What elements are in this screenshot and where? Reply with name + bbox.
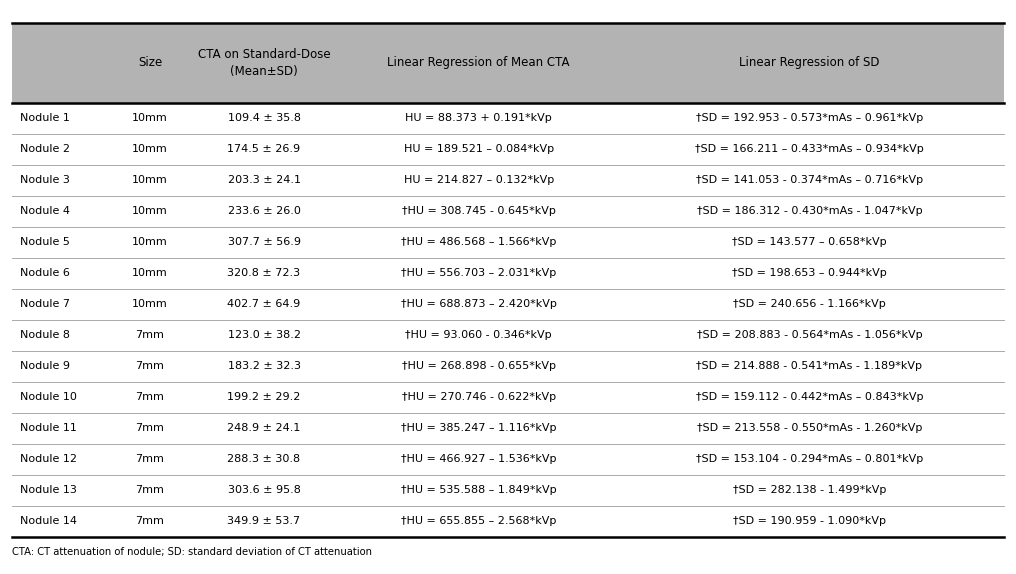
Text: Nodule 6: Nodule 6 [20,268,70,278]
Text: 10mm: 10mm [132,113,168,123]
Text: †SD = 282.138 - 1.499*kVp: †SD = 282.138 - 1.499*kVp [733,485,886,495]
Text: 307.7 ± 56.9: 307.7 ± 56.9 [228,237,301,247]
Text: †HU = 655.855 – 2.568*kVp: †HU = 655.855 – 2.568*kVp [401,516,557,526]
Text: †HU = 385.247 – 1.116*kVp: †HU = 385.247 – 1.116*kVp [401,423,557,433]
Text: 203.3 ± 24.1: 203.3 ± 24.1 [228,175,301,185]
Text: †SD = 143.577 – 0.658*kVp: †SD = 143.577 – 0.658*kVp [733,237,887,247]
Text: 7mm: 7mm [135,516,165,526]
Text: 109.4 ± 35.8: 109.4 ± 35.8 [228,113,301,123]
Text: Size: Size [138,56,163,69]
Text: 10mm: 10mm [132,237,168,247]
Text: †HU = 688.873 – 2.420*kVp: †HU = 688.873 – 2.420*kVp [400,299,557,309]
Text: †SD = 198.653 – 0.944*kVp: †SD = 198.653 – 0.944*kVp [733,268,887,278]
Text: †SD = 186.312 - 0.430*mAs - 1.047*kVp: †SD = 186.312 - 0.430*mAs - 1.047*kVp [697,206,923,216]
Text: CTA: CT attenuation of nodule; SD: standard deviation of CT attenuation: CTA: CT attenuation of nodule; SD: stand… [12,547,372,557]
Text: HU = 88.373 + 0.191*kVp: HU = 88.373 + 0.191*kVp [405,113,552,123]
Text: †HU = 93.060 - 0.346*kVp: †HU = 93.060 - 0.346*kVp [405,330,552,340]
Text: 199.2 ± 29.2: 199.2 ± 29.2 [228,392,301,402]
Text: Nodule 14: Nodule 14 [20,516,77,526]
Text: Nodule 5: Nodule 5 [20,237,70,247]
Text: 123.0 ± 38.2: 123.0 ± 38.2 [228,330,301,340]
Text: Nodule 9: Nodule 9 [20,361,70,371]
Text: 248.9 ± 24.1: 248.9 ± 24.1 [228,423,301,433]
Text: Nodule 7: Nodule 7 [20,299,70,309]
Text: †SD = 166.211 – 0.433*mAs – 0.934*kVp: †SD = 166.211 – 0.433*mAs – 0.934*kVp [695,144,924,154]
Text: †SD = 159.112 - 0.442*mAs – 0.843*kVp: †SD = 159.112 - 0.442*mAs – 0.843*kVp [696,392,924,402]
Text: 7mm: 7mm [135,454,165,464]
Text: 7mm: 7mm [135,423,165,433]
Text: 10mm: 10mm [132,206,168,216]
Text: 402.7 ± 64.9: 402.7 ± 64.9 [228,299,301,309]
Bar [12,23,1004,103]
Text: Nodule 13: Nodule 13 [20,485,77,495]
Text: 288.3 ± 30.8: 288.3 ± 30.8 [228,454,301,464]
Text: HU = 214.827 – 0.132*kVp: HU = 214.827 – 0.132*kVp [403,175,554,185]
Text: 10mm: 10mm [132,268,168,278]
Text: Nodule 8: Nodule 8 [20,330,70,340]
Text: 7mm: 7mm [135,392,165,402]
Text: Nodule 11: Nodule 11 [20,423,77,433]
Text: †SD = 192.953 - 0.573*mAs – 0.961*kVp: †SD = 192.953 - 0.573*mAs – 0.961*kVp [696,113,924,123]
Text: Nodule 1: Nodule 1 [20,113,70,123]
Text: †HU = 556.703 – 2.031*kVp: †HU = 556.703 – 2.031*kVp [401,268,557,278]
Text: 303.6 ± 95.8: 303.6 ± 95.8 [228,485,301,495]
Text: 7mm: 7mm [135,361,165,371]
Text: †HU = 270.746 - 0.622*kVp: †HU = 270.746 - 0.622*kVp [401,392,556,402]
Text: †HU = 268.898 - 0.655*kVp: †HU = 268.898 - 0.655*kVp [401,361,556,371]
Text: 233.6 ± 26.0: 233.6 ± 26.0 [228,206,301,216]
Text: 320.8 ± 72.3: 320.8 ± 72.3 [228,268,301,278]
Text: Nodule 2: Nodule 2 [20,144,70,154]
Text: †HU = 466.927 – 1.536*kVp: †HU = 466.927 – 1.536*kVp [401,454,557,464]
Text: Nodule 12: Nodule 12 [20,454,77,464]
Text: †SD = 214.888 - 0.541*mAs - 1.189*kVp: †SD = 214.888 - 0.541*mAs - 1.189*kVp [696,361,923,371]
Text: 10mm: 10mm [132,175,168,185]
Text: 7mm: 7mm [135,330,165,340]
Text: 10mm: 10mm [132,144,168,154]
Text: Nodule 4: Nodule 4 [20,206,70,216]
Text: †SD = 208.883 - 0.564*mAs - 1.056*kVp: †SD = 208.883 - 0.564*mAs - 1.056*kVp [697,330,923,340]
Text: 174.5 ± 26.9: 174.5 ± 26.9 [228,144,301,154]
Text: HU = 189.521 – 0.084*kVp: HU = 189.521 – 0.084*kVp [403,144,554,154]
Text: 7mm: 7mm [135,485,165,495]
Text: †SD = 240.656 - 1.166*kVp: †SD = 240.656 - 1.166*kVp [734,299,886,309]
Text: †HU = 308.745 - 0.645*kVp: †HU = 308.745 - 0.645*kVp [401,206,556,216]
Text: †HU = 535.588 – 1.849*kVp: †HU = 535.588 – 1.849*kVp [401,485,557,495]
Text: 10mm: 10mm [132,299,168,309]
Text: †SD = 141.053 - 0.374*mAs – 0.716*kVp: †SD = 141.053 - 0.374*mAs – 0.716*kVp [696,175,923,185]
Text: CTA on Standard-Dose
(Mean±SD): CTA on Standard-Dose (Mean±SD) [198,48,330,77]
Text: Nodule 10: Nodule 10 [20,392,77,402]
Text: Nodule 3: Nodule 3 [20,175,70,185]
Text: 183.2 ± 32.3: 183.2 ± 32.3 [228,361,301,371]
Text: 349.9 ± 53.7: 349.9 ± 53.7 [228,516,301,526]
Text: Linear Regression of SD: Linear Regression of SD [740,56,880,69]
Text: †SD = 153.104 - 0.294*mAs – 0.801*kVp: †SD = 153.104 - 0.294*mAs – 0.801*kVp [696,454,924,464]
Text: †SD = 190.959 - 1.090*kVp: †SD = 190.959 - 1.090*kVp [733,516,886,526]
Text: Linear Regression of Mean CTA: Linear Regression of Mean CTA [387,56,570,69]
Text: †HU = 486.568 – 1.566*kVp: †HU = 486.568 – 1.566*kVp [401,237,557,247]
Text: †SD = 213.558 - 0.550*mAs - 1.260*kVp: †SD = 213.558 - 0.550*mAs - 1.260*kVp [697,423,923,433]
